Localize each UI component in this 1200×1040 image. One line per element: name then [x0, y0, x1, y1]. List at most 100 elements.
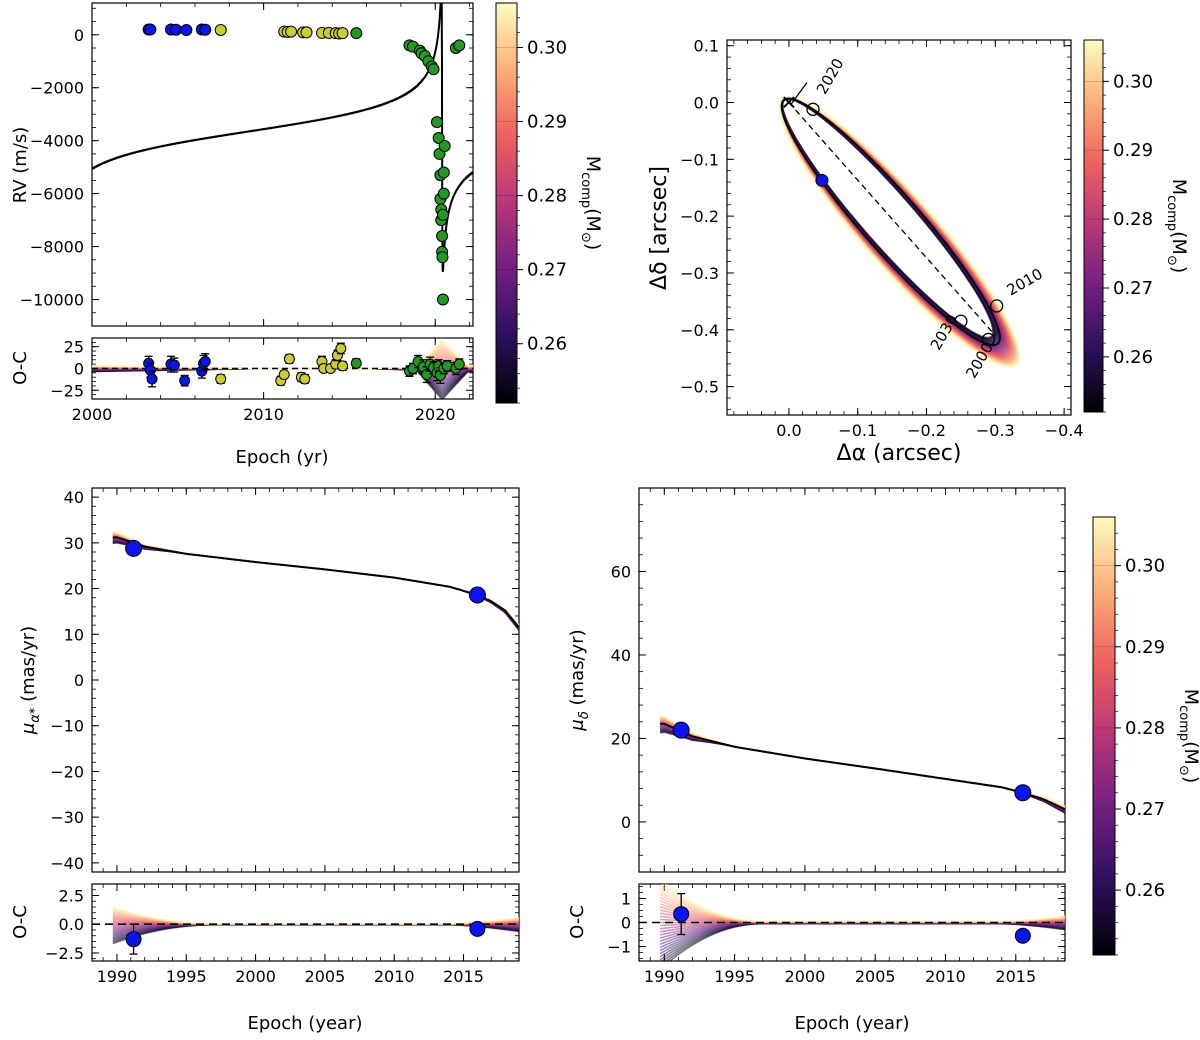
y-tick-label: −20 [50, 762, 84, 781]
orbit-curve [780, 97, 1008, 354]
y-tick-label: 40 [611, 646, 631, 665]
rv-panel: 0 −2000 −4000 −6000 −8000 −10000 [20, 2, 474, 327]
orbit-curve [779, 96, 1021, 368]
colorbar-tick-label: 0.27 [1125, 799, 1165, 820]
y-tick-label: 20 [611, 729, 631, 748]
pm_dec-model-curve [659, 728, 1065, 813]
colorbar-tick-label: 0.27 [1113, 278, 1153, 299]
y-tick-label: 0 [74, 26, 84, 45]
y-tick-label: −40 [50, 854, 84, 873]
pm_ra-model-curve [112, 539, 519, 630]
colorbar-tick-label: 0.30 [1113, 71, 1153, 92]
orbit-curve [779, 96, 1013, 359]
epoch-marker [981, 332, 996, 347]
pm_dec-model-curve [660, 726, 1065, 812]
y-tick-label: 0.0 [694, 94, 719, 113]
pm_dec-model-curve [659, 716, 1065, 808]
plot-frame [638, 487, 1066, 873]
colorbar-tick-label: 0.29 [527, 112, 567, 133]
epoch-label: 2010 [1004, 265, 1046, 300]
y-tick-label: 0 [74, 671, 84, 690]
orbit-curve [778, 96, 1021, 369]
pm_dec-best-fit [660, 722, 1065, 811]
pm_ra-model-curve [112, 533, 519, 627]
pm_dec-model-curve [660, 724, 1065, 811]
rv-ylabel: RV (m/s) [10, 127, 31, 204]
pm_dec-model-curve [659, 715, 1065, 807]
pm_dec-model-curve [660, 725, 1065, 812]
x-tick-label: 2000 [72, 405, 113, 424]
orbit-curve [780, 97, 999, 345]
pm-dec-oc-ylabel: O-C [567, 905, 588, 939]
pm_ra_oc-point [125, 931, 142, 948]
y-tick-label: −0.2 [680, 207, 719, 226]
pm_dec-model-curve [659, 714, 1065, 807]
orbit-curve [780, 97, 1006, 351]
x-tick-label: 2005 [855, 967, 896, 986]
orbit-curve [779, 96, 1015, 362]
plot-frame [91, 487, 520, 873]
pm-dec-panel: 60 40 20 0 [611, 487, 1066, 873]
pm_dec_oc-model-curve [665, 884, 1065, 923]
orbit-curve [781, 97, 996, 341]
orbit-curve [780, 97, 1005, 351]
orbit-curve [780, 97, 1000, 345]
rv-point-yellow [300, 26, 313, 39]
rv-oc-point-yellow [337, 360, 349, 372]
orbit-curve [780, 97, 1008, 354]
pm_dec_oc-model-curve [659, 890, 1065, 923]
rv-oc-point-green [350, 357, 362, 369]
colorbar-tick-label: 0.26 [527, 334, 567, 355]
pm_ra-model-curve [112, 535, 519, 628]
pm_ra_oc-model-curve [112, 905, 519, 925]
pm_dec-model-curve [660, 718, 1065, 809]
orbit-curve [781, 97, 995, 339]
rv-point-yellow [285, 25, 298, 38]
y-tick-label: 60 [611, 562, 631, 581]
orbit-curve [779, 97, 1012, 358]
rv-point-blue [199, 23, 212, 36]
orbit-curve [780, 97, 1001, 347]
pm_ra-model-curve [112, 531, 519, 626]
epoch-marker [954, 314, 968, 328]
colorbar-label: Mcomp(M⊙) [1176, 689, 1200, 784]
colorbar-gradient [1083, 39, 1104, 413]
y-tick-label: −8000 [30, 238, 84, 257]
pm-dec-xlabel: Epoch (year) [794, 1013, 909, 1034]
orbit-curve [779, 97, 1014, 361]
rv-point-yellow [214, 24, 227, 37]
orbit-curve [779, 97, 1010, 357]
rv-point-green [437, 166, 450, 179]
orbit-curve [781, 97, 995, 340]
pm_dec-model-curve [659, 727, 1065, 813]
pm-ra-xlabel: Epoch (year) [247, 1013, 362, 1034]
astrometry-measurement [815, 173, 829, 187]
x-tick-label: 2015 [443, 967, 484, 986]
colorbar-astrometry: 0.26 0.27 0.28 0.29 0.30 Mcomp(M⊙) [1083, 39, 1190, 413]
rv-point-blue [180, 24, 193, 37]
pm_dec-point [1014, 784, 1032, 802]
colorbar-tick-label: 0.29 [1125, 637, 1165, 658]
epoch-marker [806, 102, 820, 116]
colorbar-gradient [495, 2, 518, 404]
orbit-curve [780, 97, 1001, 346]
y-tick-label: −10 [50, 717, 84, 736]
rv-point-blue [170, 23, 183, 36]
pm_dec-model-curve [660, 719, 1065, 809]
y-tick-label: −30 [50, 808, 84, 827]
orbit-curve [779, 96, 1016, 363]
line-of-nodes [788, 102, 996, 336]
rv-point-green [350, 27, 363, 40]
x-tick-label: −0.2 [907, 421, 946, 440]
colorbar-tick-label: 0.30 [527, 37, 567, 58]
orbit-curve [779, 96, 1019, 367]
rv-oc-point-yellow [335, 342, 347, 354]
orbit-curve [780, 97, 1007, 353]
orbit-best-fit [780, 97, 1001, 347]
x-tick-label: 2000 [785, 967, 826, 986]
pm_dec_oc-model-curve [659, 896, 1065, 923]
pm_ra-model-curve [112, 533, 519, 627]
pm_ra-model-curve [112, 531, 519, 626]
rv-oc-point-blue [168, 359, 180, 371]
pm_ra-model-curve [112, 538, 519, 630]
